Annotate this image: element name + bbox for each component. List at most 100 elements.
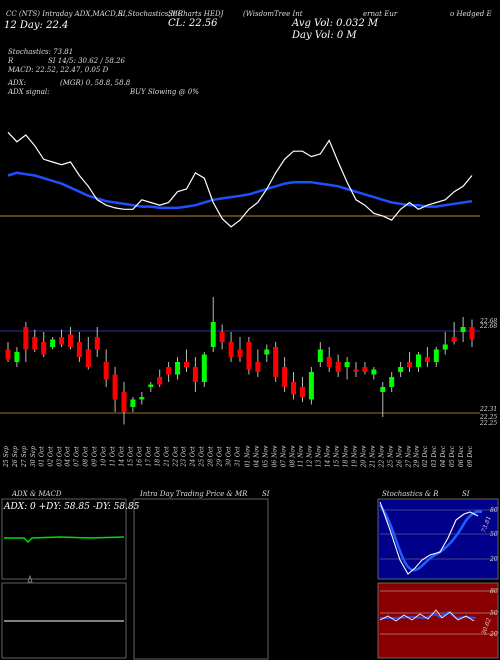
candle-body — [326, 357, 332, 367]
date-label: 14 Oct — [118, 446, 126, 467]
date-label: 09 Dec — [467, 445, 475, 468]
adx-label: ADX: — [8, 79, 27, 87]
candle-body — [469, 327, 475, 340]
date-label: 05 Nov — [262, 445, 270, 468]
candle-body — [85, 349, 91, 367]
adx-marker — [27, 574, 33, 583]
price-label-bottom-2: 22.25 — [480, 414, 498, 421]
date-label: 02 Oct — [47, 446, 55, 467]
candle-body — [433, 349, 439, 362]
date-label: 21 Nov — [369, 445, 377, 468]
date-label: 26 Nov — [396, 445, 404, 468]
date-label: 26 Sep — [11, 445, 19, 468]
date-label: 22 Nov — [378, 445, 386, 468]
candle-body — [23, 327, 29, 350]
price-label-bottom-3: 22.25 — [480, 420, 498, 427]
date-label: 04 Nov — [253, 445, 261, 468]
candle-body — [344, 362, 350, 367]
stoch-d-line — [378, 504, 483, 572]
candle-body — [219, 332, 225, 342]
rsi-tick-80: 80 — [490, 588, 498, 595]
candle-body — [59, 337, 65, 345]
candle-body — [183, 362, 189, 367]
adx-line — [4, 536, 125, 544]
candle-body — [362, 367, 368, 372]
candle-body — [103, 362, 109, 380]
date-label: 30 Oct — [225, 446, 233, 467]
candle-body — [14, 352, 20, 362]
date-label: 19 Nov — [351, 445, 359, 468]
intraday-panel-frame — [133, 498, 269, 660]
candle-body — [157, 377, 163, 385]
candle-body — [291, 382, 297, 395]
rsi-tick-50: 50 — [490, 610, 498, 617]
candle-body — [308, 372, 314, 400]
date-label: 01 Oct — [38, 446, 46, 467]
candle-body — [166, 367, 172, 375]
candle-body — [335, 362, 341, 372]
candle-body — [415, 354, 421, 367]
candle-body — [130, 399, 136, 407]
intraday-panel-title: Intra Day Trading Price & MR — [140, 490, 248, 498]
candle-body — [192, 367, 198, 382]
date-label: 20 Nov — [360, 445, 368, 468]
stoch-k-line — [379, 501, 479, 575]
date-label: 16 Oct — [136, 446, 144, 467]
candle-body — [282, 367, 288, 387]
candle-body — [389, 377, 395, 387]
date-label: 13 Nov — [315, 445, 323, 468]
avg-volume: Avg Vol: 0.032 M — [292, 18, 379, 29]
date-label: 10 Oct — [100, 446, 108, 467]
candle-body — [67, 334, 73, 347]
date-label: 31 Oct — [234, 446, 242, 467]
date-label: 11 Oct — [109, 446, 117, 467]
close-price: CL: 22.56 — [168, 18, 218, 29]
candle-body — [451, 337, 457, 342]
candle-body — [237, 349, 243, 357]
stoch-tick-50: 50 — [490, 531, 498, 538]
rsi-readout: SI 14/5: 30.62 / 58.26 — [48, 57, 125, 65]
adx-signal: BUY Slowing @ 0% — [130, 88, 199, 96]
header-title-3: SI Charts HEDJ — [168, 10, 224, 18]
header-title-4: (WisdomTree Int — [243, 10, 303, 18]
date-label: 04 Dec — [440, 445, 448, 468]
candle-body — [41, 342, 47, 355]
date-label: 15 Nov — [333, 445, 341, 468]
price-label-top-2: 22.68 — [480, 323, 498, 330]
candle-body — [460, 327, 466, 332]
candle-body — [139, 397, 145, 400]
date-label: 28 Oct — [207, 446, 215, 467]
date-label: 07 Nov — [280, 445, 288, 468]
candle-body — [424, 357, 430, 362]
date-label: 25 Nov — [387, 445, 395, 468]
candle-body — [380, 387, 386, 392]
date-label: 21 Oct — [163, 446, 171, 467]
candle-body — [32, 337, 38, 350]
rsi-panel-frame — [377, 582, 499, 659]
macd-signal-line — [7, 171, 473, 210]
candle-body — [273, 347, 279, 377]
date-label: 25 Oct — [198, 446, 206, 467]
candle-body — [148, 384, 154, 387]
candle-body — [371, 369, 377, 375]
macd-readout: MACD: 22.52, 22.47, 0.05 D — [8, 66, 109, 74]
stoch-panel-frame — [377, 498, 499, 580]
candle-body — [50, 339, 56, 347]
header-title-5: ernat Eur — [363, 10, 398, 18]
date-label: 09 Oct — [91, 446, 99, 467]
date-label: 27 Sep — [20, 445, 28, 468]
intraday-panel-title-2: SI — [262, 490, 270, 498]
date-label: 14 Nov — [324, 445, 332, 468]
rsi-smooth-line — [380, 610, 477, 620]
candle-body — [210, 322, 216, 347]
date-label: 15 Oct — [127, 446, 135, 467]
header-title-1: CC (NTS) Intraday ADX,MACD,R — [6, 10, 123, 18]
candle-body — [246, 342, 252, 370]
candle-body — [442, 344, 448, 350]
candle-body — [5, 349, 11, 360]
date-label: 05 Dec — [449, 445, 457, 468]
candle-body — [76, 342, 82, 357]
candle-body — [121, 392, 127, 412]
header-title-6: o Hedged E — [450, 10, 492, 18]
